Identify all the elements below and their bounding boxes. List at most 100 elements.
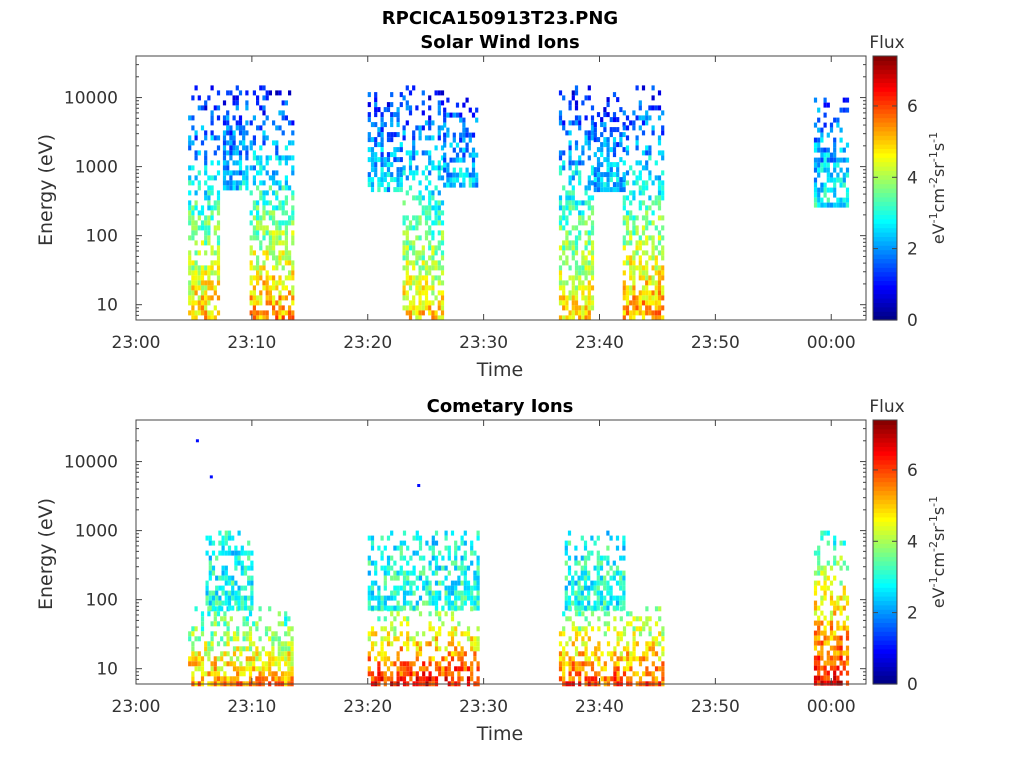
spectrogram-cell bbox=[645, 641, 649, 647]
spectrogram-cell bbox=[609, 575, 613, 581]
spectrogram-cell bbox=[817, 635, 821, 641]
colorbar-swatch bbox=[873, 170, 897, 176]
spectrogram-cell bbox=[460, 595, 464, 601]
spectrogram-cell bbox=[259, 190, 263, 196]
spectrogram-cell bbox=[465, 147, 469, 153]
colorbar-swatch bbox=[873, 547, 897, 553]
spectrogram-cell bbox=[813, 660, 818, 666]
spectrogram-cell bbox=[245, 621, 249, 627]
spectrogram-cell bbox=[412, 250, 416, 256]
spectrogram-cell bbox=[272, 295, 276, 301]
spectrogram-cell bbox=[281, 265, 285, 271]
spectrogram-cell bbox=[431, 285, 435, 291]
spectrogram-cell bbox=[239, 646, 243, 652]
spectrogram-cell bbox=[446, 167, 450, 173]
spectrogram-cell bbox=[606, 611, 611, 617]
spectrogram-cell bbox=[255, 656, 259, 662]
spectrogram-cell bbox=[405, 265, 409, 271]
spectrogram-cell bbox=[833, 610, 837, 616]
spectrogram-cell bbox=[271, 631, 275, 637]
spectrogram-cell bbox=[651, 300, 655, 306]
spectrogram-cell bbox=[431, 626, 435, 632]
spectrogram-cell bbox=[226, 170, 230, 176]
y-axis-label: Energy (eV) bbox=[35, 134, 57, 246]
spectrogram-cell bbox=[446, 182, 450, 188]
spectrogram-cell bbox=[829, 565, 834, 571]
spectrogram-cell bbox=[590, 240, 595, 246]
spectrogram-cell bbox=[836, 172, 840, 178]
colorbar-swatch bbox=[873, 210, 897, 215]
spectrogram-cell bbox=[284, 145, 288, 151]
spectrogram-cell bbox=[449, 172, 453, 178]
spectrogram-cell bbox=[272, 255, 276, 261]
spectrogram-cell bbox=[817, 202, 821, 208]
spectrogram-cell bbox=[232, 676, 237, 682]
spectrogram-cell bbox=[622, 305, 626, 311]
spectrogram-cell bbox=[424, 230, 429, 236]
spectrogram-cell bbox=[405, 250, 409, 256]
spectrogram-cell bbox=[386, 595, 391, 601]
spectrogram-cell bbox=[820, 157, 824, 163]
spectrogram-cell bbox=[200, 285, 205, 291]
spectrogram-cell bbox=[833, 555, 837, 561]
spectrogram-cell bbox=[565, 195, 569, 201]
spectrogram-cell bbox=[571, 190, 575, 196]
spectrogram-cell bbox=[629, 270, 633, 276]
spectrogram-cell bbox=[648, 175, 652, 181]
spectrogram-cell bbox=[590, 651, 595, 657]
spectrogram-cell bbox=[268, 155, 272, 161]
spectrogram-cell bbox=[374, 157, 378, 163]
spectrogram-cell bbox=[606, 152, 610, 158]
spectrogram-cell bbox=[421, 255, 425, 261]
spectrogram-cell bbox=[210, 315, 214, 321]
spectrogram-cell bbox=[654, 606, 659, 612]
spectrogram-cell bbox=[402, 240, 406, 246]
spectrogram-cell bbox=[641, 275, 646, 281]
spectrogram-cell bbox=[657, 135, 662, 141]
spectrogram-cell bbox=[593, 580, 597, 586]
spectrogram-cell bbox=[200, 656, 205, 662]
spectrogram-cell bbox=[204, 220, 208, 226]
colorbar-label-part: cm bbox=[929, 188, 948, 212]
spectrogram-cell bbox=[418, 215, 422, 221]
spectrogram-cell bbox=[571, 656, 575, 662]
spectrogram-cell bbox=[245, 165, 249, 171]
spectrogram-cell bbox=[455, 172, 460, 178]
spectrogram-cell bbox=[629, 165, 633, 171]
spectrogram-cell bbox=[418, 280, 422, 286]
spectrogram-cell bbox=[565, 190, 569, 196]
spectrogram-cell bbox=[210, 130, 214, 136]
spectrogram-cell bbox=[606, 651, 611, 657]
spectrogram-cell bbox=[220, 656, 224, 662]
spectrogram-cell bbox=[599, 575, 604, 581]
spectrogram-cell bbox=[452, 132, 456, 138]
colorbar-swatch bbox=[873, 486, 897, 491]
spectrogram-cell bbox=[590, 260, 595, 266]
colorbar-swatch bbox=[873, 565, 897, 571]
spectrogram-cell bbox=[629, 656, 633, 662]
spectrogram-cell bbox=[396, 157, 400, 163]
spectrogram-cell bbox=[235, 170, 239, 176]
spectrogram-cell bbox=[463, 600, 467, 606]
spectrogram-cell bbox=[262, 195, 266, 201]
spectrogram-cell bbox=[412, 580, 416, 586]
spectrogram-cell bbox=[638, 275, 642, 281]
spectrogram-cell bbox=[393, 590, 397, 596]
spectrogram-cell bbox=[402, 540, 407, 546]
spectrogram-cell bbox=[380, 671, 384, 677]
spectrogram-cell bbox=[405, 215, 409, 221]
spectrogram-cell bbox=[820, 620, 824, 626]
spectrogram-cell bbox=[625, 225, 630, 231]
spectrogram-cell bbox=[590, 285, 595, 291]
spectrogram-cell bbox=[603, 575, 607, 581]
spectrogram-cell bbox=[415, 605, 419, 611]
spectrogram-cell bbox=[574, 85, 579, 91]
spectrogram-cell bbox=[383, 580, 387, 586]
spectrogram-cell bbox=[370, 590, 375, 596]
spectrogram-cell bbox=[661, 295, 665, 301]
spectrogram-cell bbox=[428, 300, 432, 306]
spectrogram-cell bbox=[252, 175, 256, 181]
colorbar-swatch bbox=[873, 635, 897, 641]
spectrogram-cell bbox=[428, 105, 432, 111]
colorbar-swatch bbox=[873, 679, 897, 685]
